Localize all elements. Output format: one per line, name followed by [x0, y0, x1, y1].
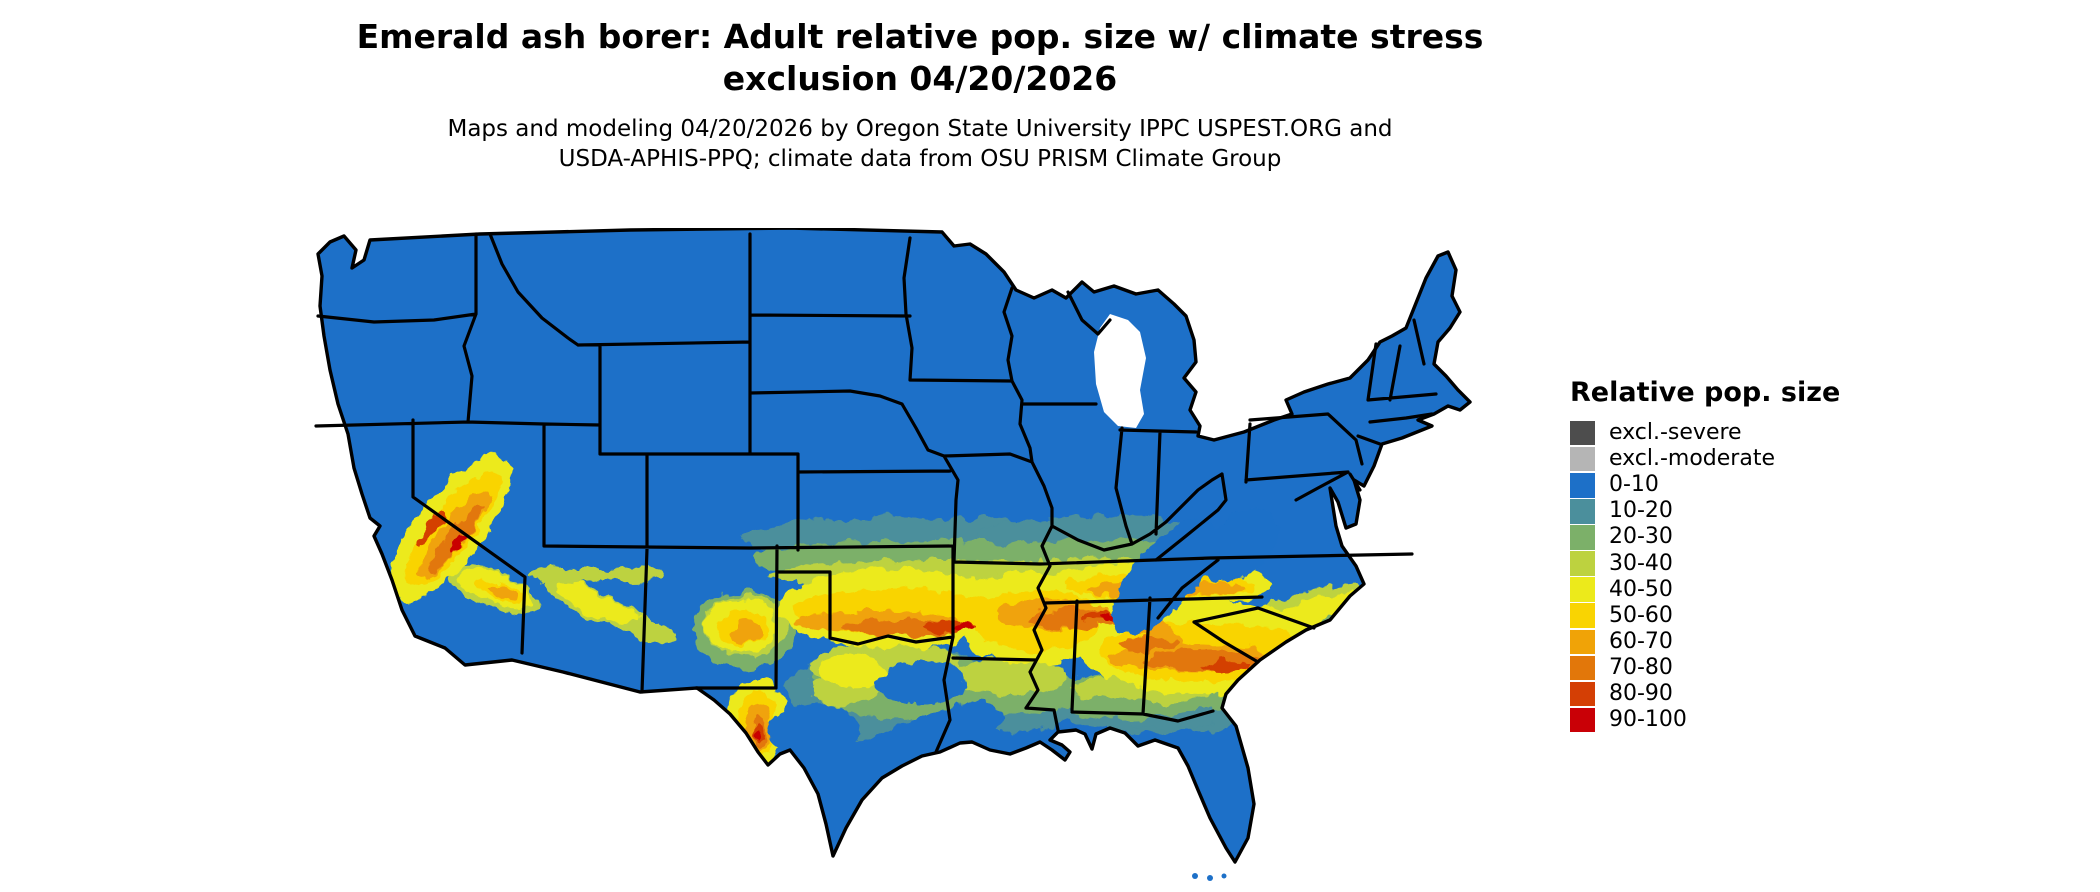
legend-label: 70-80: [1609, 654, 1673, 680]
legend-label: 50-60: [1609, 602, 1673, 628]
legend-swatch-excl-moderate: [1570, 446, 1595, 472]
legend-swatch-excl-severe: [1570, 420, 1595, 446]
legend-row: 90-100: [1570, 707, 1870, 733]
legend-swatch-80-90: [1570, 681, 1595, 707]
map-title-line2: exclusion 04/20/2026: [722, 59, 1118, 98]
legend-swatch-20-30: [1570, 525, 1595, 550]
legend-row: 50-60: [1570, 603, 1870, 629]
legend-swatch-50-60: [1570, 603, 1595, 628]
map-subtitle-line1: Maps and modeling 04/20/2026 by Oregon S…: [447, 116, 1393, 142]
legend-row: 80-90: [1570, 681, 1870, 707]
legend-label: 30-40: [1609, 550, 1673, 576]
legend: Relative pop. size excl.-severe excl.-mo…: [1570, 379, 1870, 733]
legend-row: excl.-moderate: [1570, 446, 1870, 472]
legend-swatch-0-10: [1570, 472, 1595, 498]
legend-label: 90-100: [1609, 707, 1687, 733]
map-title: Emerald ash borer: Adult relative pop. s…: [170, 16, 1670, 100]
legend-label: 80-90: [1609, 680, 1673, 706]
legend-swatch-40-50: [1570, 577, 1595, 602]
legend-swatch-60-70: [1570, 629, 1595, 655]
legend-label: 10-20: [1609, 498, 1673, 524]
legend-row: 20-30: [1570, 524, 1870, 550]
legend-label: 60-70: [1609, 628, 1673, 654]
us-map-figure: [310, 228, 1555, 888]
legend-row: 30-40: [1570, 550, 1870, 576]
legend-label: 40-50: [1609, 576, 1673, 602]
legend-row: excl.-severe: [1570, 420, 1870, 446]
legend-label: excl.-moderate: [1609, 446, 1775, 472]
map-subtitle-line2: USDA-APHIS-PPQ; climate data from OSU PR…: [558, 146, 1282, 172]
legend-row: 0-10: [1570, 472, 1870, 498]
florida-keys: [1192, 873, 1227, 881]
legend-row: 40-50: [1570, 577, 1870, 603]
us-outline: [316, 228, 1472, 864]
legend-title: Relative pop. size: [1570, 377, 1841, 408]
legend-swatch-70-80: [1570, 655, 1595, 681]
legend-label: excl.-severe: [1609, 420, 1742, 446]
legend-swatch-30-40: [1570, 551, 1595, 576]
legend-label: 0-10: [1609, 472, 1659, 498]
legend-swatch-10-20: [1570, 499, 1595, 524]
map-title-line1: Emerald ash borer: Adult relative pop. s…: [356, 17, 1484, 56]
legend-row: 70-80: [1570, 655, 1870, 681]
us-map-svg: [314, 228, 1472, 881]
map-subtitle: Maps and modeling 04/20/2026 by Oregon S…: [170, 114, 1670, 174]
state-borders: [314, 232, 1438, 754]
legend-row: 60-70: [1570, 629, 1870, 655]
legend-label: 20-30: [1609, 524, 1673, 550]
legend-swatch-90-100: [1570, 707, 1595, 733]
lake-michigan: [1094, 314, 1146, 428]
legend-row: 10-20: [1570, 498, 1870, 524]
